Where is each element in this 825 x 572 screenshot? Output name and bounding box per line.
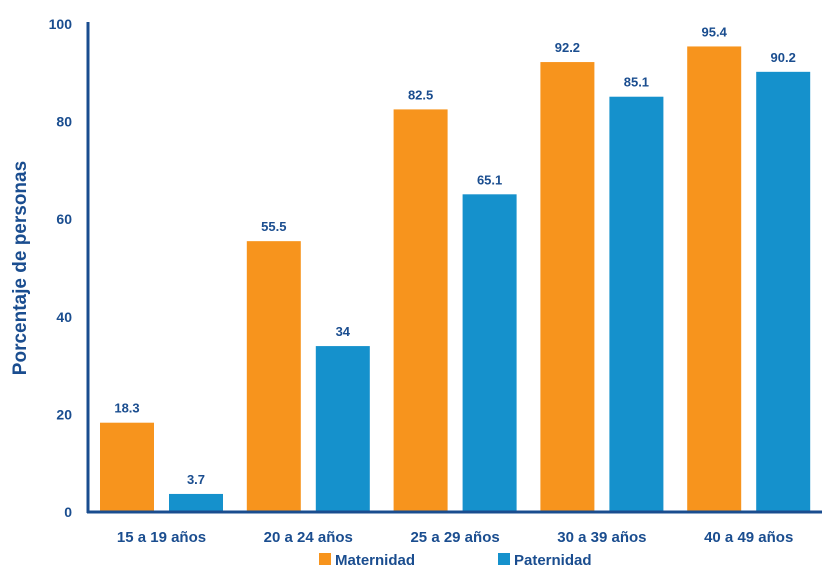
data-label: 92.2 [555, 40, 580, 55]
data-labels: 18.3 3.7 55.5 34 82.5 65.1 92.2 85.1 95.4 90.2 [114, 24, 796, 486]
x-tick-label: 25 a 29 años [410, 529, 499, 546]
data-label: 34 [336, 324, 351, 339]
y-tick-label: 60 [56, 211, 72, 227]
y-axis-label: Porcentaje de personas [10, 161, 31, 375]
bar-paternidad [756, 71, 811, 512]
data-label: 55.5 [261, 219, 286, 234]
legend: Maternidad Paternidad [319, 552, 592, 569]
x-tick-label: 40 a 49 años [704, 529, 793, 546]
x-axis-tick-labels: 15 a 19 años 20 a 24 años 25 a 29 años 30 a… [117, 529, 793, 546]
bar-paternidad [169, 493, 223, 512]
bar-maternidad [540, 62, 595, 513]
data-label: 3.7 [187, 472, 205, 487]
data-label: 95.4 [702, 24, 728, 39]
bar-maternidad [246, 241, 301, 512]
bar-maternidad [100, 422, 154, 512]
bar-maternidad [687, 46, 742, 512]
y-tick-label: 40 [56, 309, 72, 325]
legend-label-paternidad: Paternidad [514, 552, 592, 567]
bar-paternidad [462, 194, 517, 512]
data-label: 90.2 [771, 50, 796, 65]
bars [100, 46, 811, 513]
x-tick-label: 30 a 39 años [557, 529, 646, 546]
legend-swatch-maternidad [319, 553, 331, 565]
y-tick-label: 20 [56, 406, 72, 422]
x-tick-label: 15 a 19 años [117, 529, 206, 546]
data-label: 82.5 [408, 87, 433, 102]
y-tick-label: 80 [56, 114, 72, 130]
bar-paternidad [315, 346, 370, 512]
y-tick-label: 100 [49, 16, 73, 32]
data-label: 65.1 [477, 172, 502, 187]
data-label: 85.1 [624, 75, 649, 90]
bar-paternidad [609, 96, 664, 512]
x-tick-label: 20 a 24 años [264, 529, 353, 546]
bar-maternidad [393, 109, 448, 513]
y-axis-label-group: Porcentaje de personas [10, 161, 31, 375]
data-label: 18.3 [114, 401, 139, 416]
y-tick-label: 0 [64, 504, 72, 520]
y-axis-ticks: 0 20 40 60 80 100 [49, 16, 73, 520]
legend-label-maternidad: Maternidad [335, 552, 415, 567]
legend-swatch-paternidad [498, 553, 510, 565]
